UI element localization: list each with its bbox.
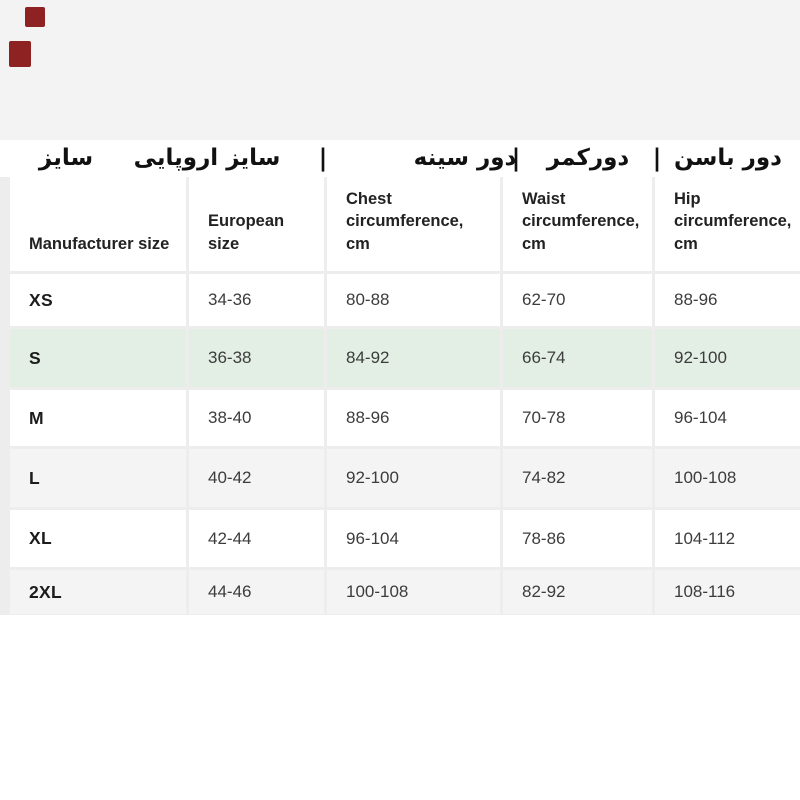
red-mark-icon — [9, 41, 31, 67]
cell-chest: 88-96 — [327, 390, 500, 446]
cell-hip: 96-104 — [655, 390, 800, 446]
header-waist: Waist circumference, cm — [503, 177, 652, 271]
cell-waist: 70-78 — [503, 390, 652, 446]
cell-waist: 78-86 — [503, 510, 652, 567]
separator-bar: | — [652, 144, 662, 172]
cell-size: S — [10, 329, 186, 387]
cell-chest: 100-108 — [327, 570, 500, 614]
cell-european: 36-38 — [189, 329, 324, 387]
cell-european: 40-42 — [189, 449, 324, 507]
cell-chest: 96-104 — [327, 510, 500, 567]
cell-hip: 92-100 — [655, 329, 800, 387]
cell-waist: 82-92 — [503, 570, 652, 614]
header-chest: Chest circumference, cm — [327, 177, 500, 271]
farsi-label-waist: دورکمر — [546, 145, 630, 171]
cell-hip: 108-116 — [655, 570, 800, 614]
size-table: Manufacturer size European size Chest ci… — [7, 177, 800, 615]
cell-european: 42-44 — [189, 510, 324, 567]
cell-size: XS — [10, 274, 186, 326]
cell-european: 34-36 — [189, 274, 324, 326]
size-table-body: XS 34-36 80-88 62-70 88-96 S 36-38 84-92… — [10, 274, 800, 614]
table-row[interactable]: S 36-38 84-92 66-74 92-100 — [10, 329, 800, 387]
cell-size: 2XL — [10, 570, 186, 614]
table-header-row: Manufacturer size European size Chest ci… — [10, 177, 800, 271]
header-hip: Hip circumference, cm — [655, 177, 800, 271]
cell-size: M — [10, 390, 186, 446]
cell-chest: 84-92 — [327, 329, 500, 387]
cell-hip: 100-108 — [655, 449, 800, 507]
farsi-label-european-size: سایز اروپایی — [133, 145, 281, 171]
cell-hip: 104-112 — [655, 510, 800, 567]
farsi-label-chest: دور سینه — [413, 145, 517, 171]
cell-waist: 66-74 — [503, 329, 652, 387]
table-row[interactable]: XS 34-36 80-88 62-70 88-96 — [10, 274, 800, 326]
farsi-label-size: سایز — [38, 145, 94, 171]
table-row[interactable]: 2XL 44-46 100-108 82-92 108-116 — [10, 570, 800, 614]
farsi-header-band: سایز سایز اروپایی | دور سینه | دورکمر | … — [0, 140, 800, 177]
cell-chest: 80-88 — [327, 274, 500, 326]
cell-european: 44-46 — [189, 570, 324, 614]
table-row[interactable]: XL 42-44 96-104 78-86 104-112 — [10, 510, 800, 567]
separator-bar: | — [318, 144, 328, 172]
table-row[interactable]: L 40-42 92-100 74-82 100-108 — [10, 449, 800, 507]
size-table-zone: Manufacturer size European size Chest ci… — [0, 177, 800, 615]
cell-waist: 74-82 — [503, 449, 652, 507]
header-manufacturer-size: Manufacturer size — [10, 177, 186, 271]
separator-bar: | — [511, 144, 521, 172]
cell-size: XL — [10, 510, 186, 567]
cell-european: 38-40 — [189, 390, 324, 446]
table-row[interactable]: M 38-40 88-96 70-78 96-104 — [10, 390, 800, 446]
cell-hip: 88-96 — [655, 274, 800, 326]
header-european-size: European size — [189, 177, 324, 271]
cell-size: L — [10, 449, 186, 507]
red-mark-icon — [25, 7, 45, 27]
cell-waist: 62-70 — [503, 274, 652, 326]
top-background — [0, 0, 800, 140]
farsi-label-hip: دور باسن — [674, 145, 782, 171]
cell-chest: 92-100 — [327, 449, 500, 507]
